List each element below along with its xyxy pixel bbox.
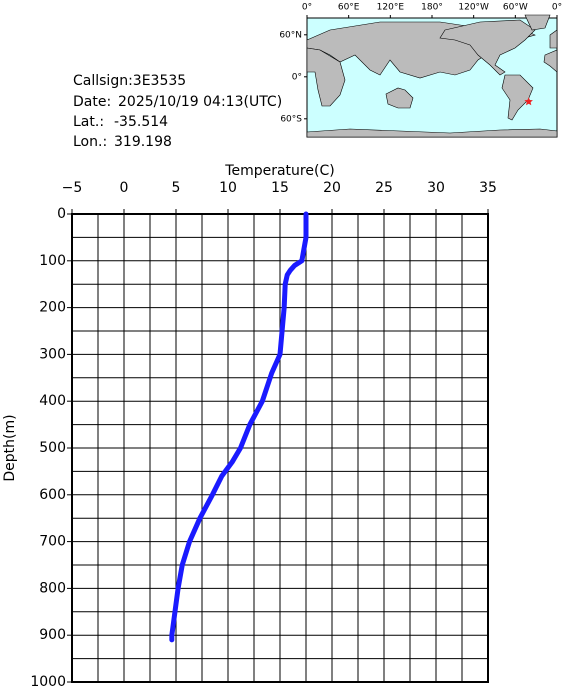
map-lat-label: 0°	[292, 72, 302, 82]
y-tick-label: 600	[39, 487, 66, 503]
x-tick-label: −5	[62, 180, 83, 196]
y-tick-label: 500	[39, 440, 66, 456]
y-tick-label: 0	[57, 206, 66, 222]
axis-title: Temperature(C)	[224, 163, 334, 179]
map-lon-label: 60°W	[503, 3, 528, 13]
land	[306, 14, 558, 138]
y-tick-label: 400	[39, 393, 66, 409]
x-tick-label: 0	[120, 180, 129, 196]
y-tick-label: 900	[39, 627, 66, 643]
map-lon-label: 180°	[421, 3, 443, 13]
map-lat-label: 60°N	[279, 30, 302, 40]
lat: -35.514	[114, 114, 168, 130]
callsign: Callsign:3E3535	[73, 73, 186, 89]
y-tick-label: 800	[39, 580, 66, 596]
map-lon-label: 120°W	[458, 3, 489, 13]
y-tick-label: 1000	[30, 674, 66, 690]
map-lat-label: 60°S	[280, 114, 302, 124]
x-tick-label: 35	[479, 180, 497, 196]
y-tick-label: 700	[39, 534, 66, 550]
map-lon-label: 60°E	[338, 3, 360, 13]
x-tick-label: 30	[427, 180, 445, 196]
x-tick-label: 20	[323, 180, 341, 196]
lon: 319.198	[114, 134, 172, 150]
axis-title: Depth(m)	[2, 414, 18, 481]
position-marker	[524, 97, 533, 106]
x-tick-label: 25	[375, 180, 393, 196]
profile-line	[169, 211, 309, 643]
y-tick-label: 100	[39, 253, 66, 269]
y-tick-label: 300	[39, 346, 66, 362]
world-map: 0° 60°E 120°E 180° 120°W 60°W 0° 60°N 0° 60°S	[279, 3, 562, 138]
map-lon-label: 0°	[302, 3, 312, 13]
x-tick-label: 10	[219, 180, 237, 196]
x-tick-label: 5	[172, 180, 181, 196]
lat-label: Lat.:	[73, 114, 104, 130]
date: 2025/10/19 04:13(UTC)	[118, 94, 282, 110]
date-label: Date:	[73, 94, 111, 110]
map-lon-label: 120°E	[377, 3, 405, 13]
y-tick-label: 200	[39, 300, 66, 316]
lon-label: Lon.:	[73, 134, 107, 150]
info: Callsign:3E3535 Date: 2025/10/19 04:13(U…	[73, 73, 282, 150]
map-lon-label: 0°	[552, 3, 562, 13]
x-tick-label: 15	[271, 180, 289, 196]
